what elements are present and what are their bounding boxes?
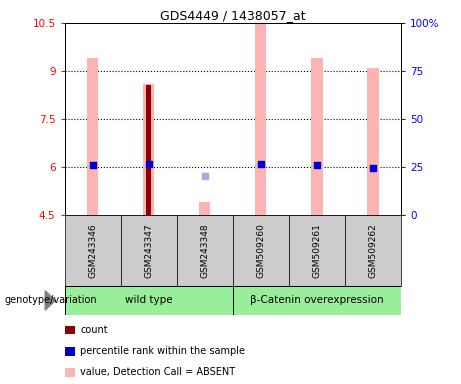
Bar: [345, 215, 401, 286]
Text: β-Catenin overexpression: β-Catenin overexpression: [250, 295, 384, 306]
Text: GSM509262: GSM509262: [368, 223, 378, 278]
Bar: [311, 58, 323, 215]
Text: wild type: wild type: [125, 295, 172, 306]
Text: GSM509261: GSM509261: [313, 223, 321, 278]
Bar: [199, 202, 210, 215]
Bar: [143, 84, 154, 215]
Point: [369, 165, 377, 171]
Bar: [65, 286, 233, 315]
Bar: [233, 215, 289, 286]
Bar: [65, 215, 121, 286]
Bar: [367, 68, 378, 215]
Text: GSM509260: GSM509260: [256, 223, 266, 278]
Point: [89, 162, 96, 169]
Bar: [87, 58, 98, 215]
Point: [201, 173, 208, 179]
Text: value, Detection Call = ABSENT: value, Detection Call = ABSENT: [80, 367, 235, 377]
Text: count: count: [80, 325, 108, 335]
Point: [313, 162, 321, 169]
Bar: [121, 215, 177, 286]
Point: [257, 161, 265, 167]
Bar: [289, 215, 345, 286]
Bar: [177, 215, 233, 286]
Text: genotype/variation: genotype/variation: [5, 295, 97, 306]
Text: percentile rank within the sample: percentile rank within the sample: [80, 346, 245, 356]
Point: [145, 161, 152, 167]
Polygon shape: [45, 291, 55, 310]
Title: GDS4449 / 1438057_at: GDS4449 / 1438057_at: [160, 9, 306, 22]
Bar: [255, 23, 266, 215]
Bar: [146, 86, 152, 215]
Bar: [233, 286, 401, 315]
Text: GSM243347: GSM243347: [144, 223, 153, 278]
Text: GSM243348: GSM243348: [200, 223, 209, 278]
Text: GSM243346: GSM243346: [88, 223, 97, 278]
